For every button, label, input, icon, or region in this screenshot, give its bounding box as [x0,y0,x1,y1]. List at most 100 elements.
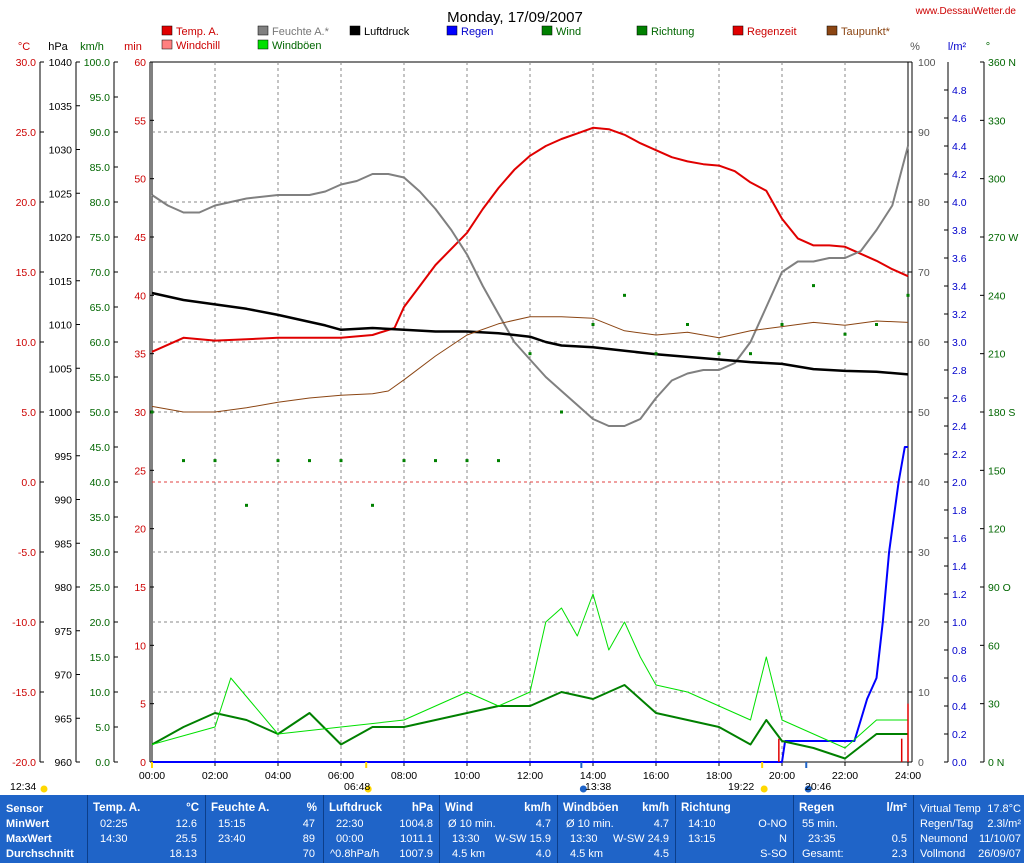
label-sensor: Sensor [6,803,44,815]
rain-tick-label: 3.8 [952,225,967,237]
wind-tick-label: 40.0 [90,477,111,489]
sunset-icon [760,785,768,793]
humidity-tick-label: 60 [918,337,930,349]
legend-swatch [257,25,269,36]
minutes-unit: min [124,41,142,53]
series-temp-a [151,126,909,353]
humidity-min-value: 47 [302,818,315,830]
direction-point [213,459,217,463]
direction-tick-label: 90 O [988,582,1011,594]
humidity-tick-label: 50 [918,407,930,419]
temp-tick-label: -20.0 [12,757,36,769]
sunrise-icon [364,785,372,793]
direction-point [812,284,815,288]
chart-title: Monday, 17/09/2007 [447,9,583,26]
humidity-tick-label: 100 [918,57,936,69]
direction-tick-label: 60 [988,640,1000,652]
direction-r3-value: S-SO [760,848,787,860]
humidity-tick-label: 80 [918,197,930,209]
direction-point [245,503,248,507]
direction-point [875,323,878,326]
pressure-max-value: 1011.1 [400,833,433,845]
wind-tick-label: 70.0 [90,267,111,279]
legend-label: Taupunkt* [841,26,891,38]
wind-tick-label: 65.0 [90,302,111,314]
direction-point [276,459,280,463]
rain-tick-label: 1.8 [952,505,967,517]
pressure-unit: hPa [48,41,68,53]
minutes-tick-label: 25 [134,465,146,477]
direction-point [371,503,374,507]
pressure-avg-value: 1007.9 [399,848,433,860]
humidity-max-value: 89 [302,833,315,845]
time-tick-label: 22:00 [832,770,858,782]
sunrise-time-label: 06:48 [344,781,370,793]
rain-tick-label: 4.4 [952,141,967,153]
website-link[interactable]: www.DessauWetter.de [915,6,1017,17]
direction-unit: ° [986,41,990,53]
wind-tick-label: 85.0 [90,162,111,174]
moonset_marker-icon [579,785,587,793]
moonset-icon [804,785,812,793]
legend-swatch [161,25,173,36]
direction-point [434,459,437,463]
humidity-tick-label: 90 [918,127,930,139]
direction-tick-label: 240 [988,290,1006,302]
series-wind [151,684,908,760]
temp-tick-label: 15.0 [16,267,37,279]
pressure-trend: ^0.8hPa/h [330,848,380,860]
legend-swatch [161,39,173,50]
pressure-tick-label: 1035 [49,101,73,113]
wind-tick-label: 20.0 [90,617,111,629]
temp-tick-label: 10.0 [16,337,37,349]
extra-r0-label: Virtual Temp [920,803,981,815]
gusts-r1-label: Ø 10 min. [566,818,614,830]
temp-unit: °C [18,41,30,53]
minutes-tick-label: 40 [134,290,146,302]
series-luftdruck [151,291,909,376]
minutes-tick-label: 5 [140,699,146,711]
time-tick-label: 04:00 [265,770,291,782]
extra-r2-label: Neumond [920,833,968,845]
legend-swatch [349,25,361,36]
temp-max-value: 25.5 [175,833,197,845]
rain-r2-label: 23:35 [808,833,836,845]
temp-min-time: 02:25 [100,818,128,830]
time-tick-label: 02:00 [202,770,228,782]
direction-point [182,459,185,463]
rain-tick-label: 0.6 [952,673,967,685]
temp-tick-label: -5.0 [18,547,36,559]
rain-r2-value: 0.5 [891,833,907,845]
minutes-tick-label: 10 [134,640,146,652]
direction-point [465,459,469,463]
pressure-min-value: 1004.8 [399,818,433,830]
direction-tick-label: 210 [988,349,1006,361]
temp-tick-label: 25.0 [16,127,37,139]
sunset-time-label: 19:22 [728,781,754,793]
rain-tick-label: 0.8 [952,645,967,657]
gusts-r1-value: 4.7 [653,818,669,830]
wind-tick-label: 5.0 [95,722,110,734]
rain-r3-value: 2.3 [891,848,907,860]
time-tick-label: 20:00 [769,770,795,782]
pressure-max-time: 00:00 [336,833,364,845]
rain-tick-label: 1.0 [952,617,967,629]
rain-r3-label: Gesamt: [802,848,844,860]
extra-r0-value: 17.8°C [987,803,1021,815]
pressure-tick-label: 970 [54,670,72,682]
gusts-r2-value: W-SW 24.9 [612,833,669,845]
pressure-tick-label: 1015 [49,276,73,288]
time-tick-label: 10:00 [454,770,480,782]
wind-tick-label: 55.0 [90,372,111,384]
wind-tick-label: 0.0 [95,757,110,769]
extra-r3-label: Vollmond [920,848,966,860]
rain-tick-label: 3.6 [952,253,967,265]
pressure-unit-label: hPa [411,802,433,814]
wind-r1-value: 4.7 [535,818,551,830]
direction-tick-label: 300 [988,174,1006,186]
pressure-min-time: 22:30 [336,818,364,830]
pressure-tick-label: 1000 [49,407,73,419]
table-section-pressure: Luftdruck hPa 22:30 1004.8 00:00 1011.1 … [324,795,440,863]
series-regen [152,446,908,763]
